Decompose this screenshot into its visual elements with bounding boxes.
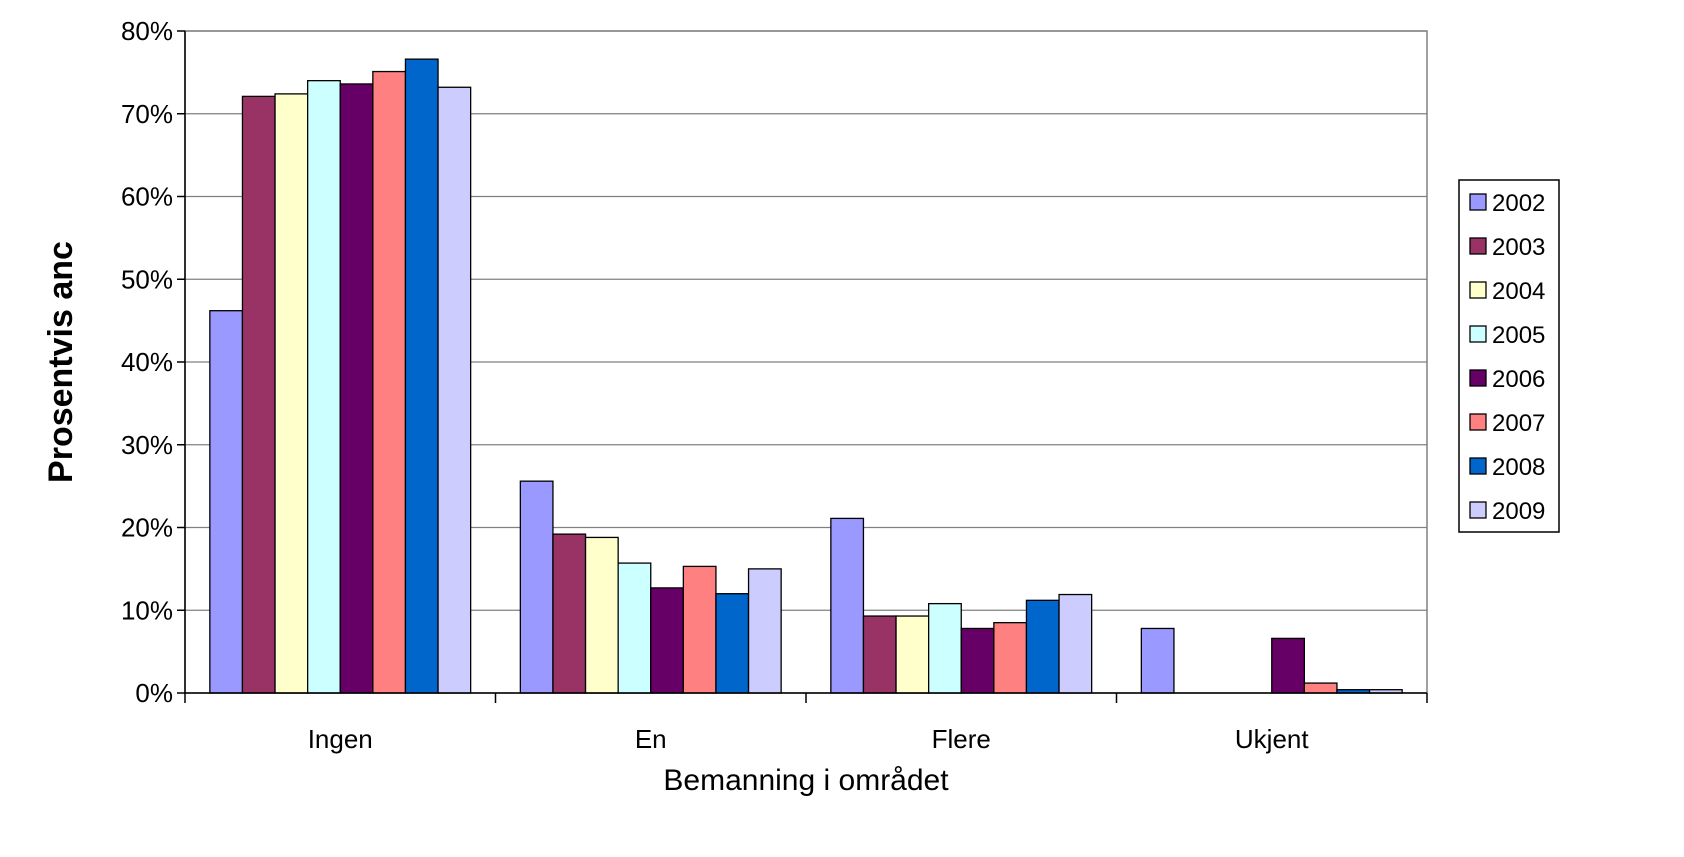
bar-2005-en <box>617 562 652 694</box>
x-tick-label: Ukjent <box>1235 724 1309 754</box>
legend: 2002 2003 2004 2005 2006 2007 2008 2009 <box>1458 179 1560 533</box>
bar-2007-flere <box>993 622 1028 694</box>
y-tick-label: 20% <box>121 513 173 543</box>
y-tick-label: 80% <box>121 16 173 46</box>
legend-swatch-2009 <box>1469 501 1487 519</box>
bar-2009-ingen <box>437 86 472 694</box>
legend-swatch-2003 <box>1469 237 1487 255</box>
legend-swatch-2002 <box>1469 193 1487 211</box>
bars <box>209 58 1403 694</box>
bar-2009-flere <box>1058 593 1093 694</box>
y-tick-label: 70% <box>121 99 173 129</box>
bar-2002-en <box>519 480 554 694</box>
bar-2005-flere <box>928 602 962 694</box>
bar-2007-ukjent <box>1303 682 1338 694</box>
bar-2003-en <box>552 533 587 694</box>
x-tick-labels: Ingen En Flere Ukjent <box>308 724 1310 754</box>
y-tick-label: 30% <box>121 430 173 460</box>
y-tick-label: 60% <box>121 182 173 212</box>
bar-2003-flere <box>862 615 897 694</box>
bar-2008-en <box>715 593 750 694</box>
y-tick-label: 0% <box>135 678 173 708</box>
y-tick-label: 40% <box>121 347 173 377</box>
legend-label-2002: 2002 <box>1492 190 1545 217</box>
bar-2006-ukjent <box>1271 637 1305 694</box>
bar-2009-en <box>747 568 782 694</box>
bar-2007-ingen <box>372 70 407 694</box>
x-axis-title: Bemanning i området <box>663 764 949 797</box>
y-tick-label: 10% <box>121 595 173 625</box>
bar-2003-ingen <box>241 95 276 694</box>
x-tick-label: Ingen <box>308 724 373 754</box>
axes <box>177 30 1428 703</box>
bar-2002-ukjent <box>1140 627 1175 694</box>
legend-swatch-2008 <box>1469 457 1487 475</box>
legend-label-2007: 2007 <box>1492 410 1545 437</box>
legend-label-2003: 2003 <box>1492 234 1545 261</box>
legend-swatch-2005 <box>1469 325 1487 343</box>
legend-swatch-2007 <box>1469 413 1487 431</box>
bar-2002-ingen <box>209 310 244 694</box>
legend-label-2006: 2006 <box>1492 366 1545 393</box>
bar-2004-ingen <box>274 93 309 694</box>
y-tick-label: 50% <box>121 264 173 294</box>
bar-2006-en <box>650 587 684 694</box>
bar-2002-flere <box>830 517 865 694</box>
bar-2006-flere <box>960 627 995 694</box>
legend-label-2008: 2008 <box>1492 454 1545 481</box>
bar-2008-ingen <box>404 58 439 694</box>
bar-2004-flere <box>895 615 930 694</box>
legend-label-2004: 2004 <box>1492 278 1545 305</box>
bar-2004-en <box>584 536 619 694</box>
x-tick-label: En <box>635 724 667 754</box>
bar-2007-en <box>682 565 717 694</box>
y-tick-labels: 0% 10% 20% 30% 40% 50% 60% 70% 80% <box>121 16 173 708</box>
bar-2008-flere <box>1025 599 1060 694</box>
legend-swatch-2004 <box>1469 281 1487 299</box>
legend-label-2005: 2005 <box>1492 322 1545 349</box>
bar-2005-ingen <box>306 80 341 694</box>
legend-swatch-2006 <box>1469 369 1487 387</box>
bar-2006-ingen <box>339 83 374 694</box>
y-axis-title: Prosentvis anc <box>42 241 80 483</box>
x-tick-label: Flere <box>932 724 991 754</box>
legend-label-2009: 2009 <box>1492 498 1545 525</box>
